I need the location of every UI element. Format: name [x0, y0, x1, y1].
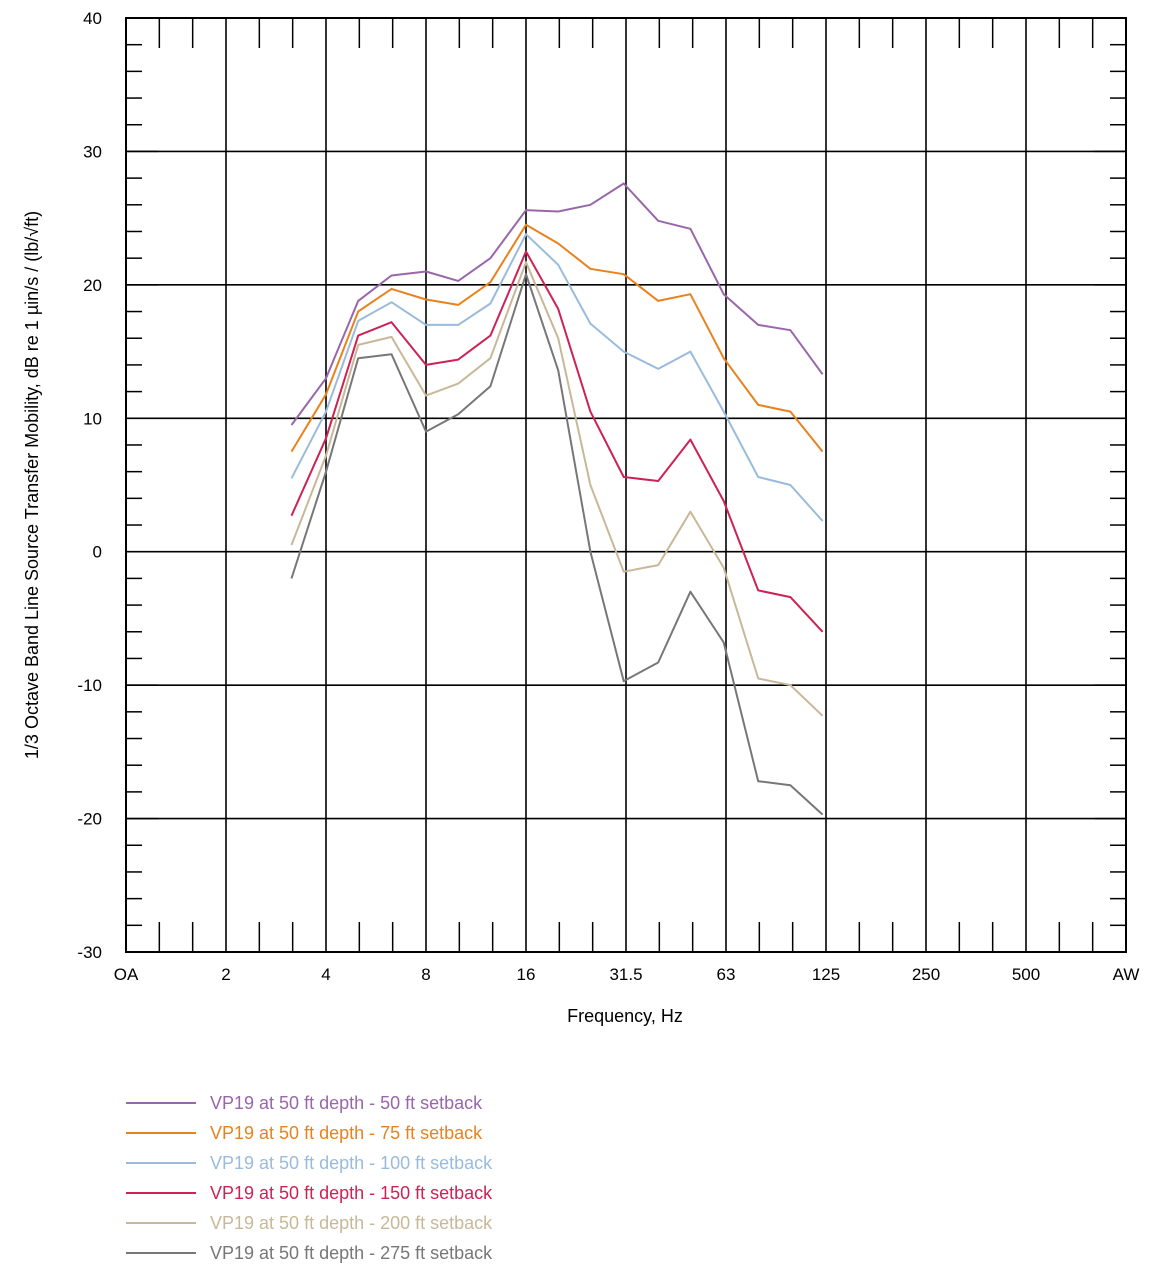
series-line-4 [290, 250, 824, 633]
legend-swatch [126, 1102, 196, 1104]
x-tick-label: 125 [812, 965, 840, 984]
plot-border [125, 17, 1127, 953]
legend-item: VP19 at 50 ft depth - 50 ft setback [126, 1088, 492, 1118]
legend-swatch [126, 1252, 196, 1254]
series-line-6 [290, 273, 824, 816]
legend-swatch [126, 1132, 196, 1134]
y-tick-label: -30 [77, 943, 102, 962]
legend-label: VP19 at 50 ft depth - 150 ft setback [210, 1182, 493, 1203]
grid [126, 18, 1126, 952]
y-tick-label: 40 [83, 9, 102, 28]
y-tick-label: -20 [77, 810, 102, 829]
y-axis-label: 1/3 Octave Band Line Source Transfer Mob… [22, 211, 42, 759]
legend-item: VP19 at 50 ft depth - 75 ft setback [126, 1118, 492, 1148]
y-tick-labels: -30 -20 -10 0 10 20 30 40 [77, 9, 102, 962]
y-tick-label: 20 [83, 276, 102, 295]
x-tick-label: 63 [717, 965, 736, 984]
y-tick-label: 0 [93, 543, 102, 562]
chart: OA 2 4 8 16 31.5 63 125 250 500 AW -30 -20 -10 0 10 20 3… [22, 9, 1140, 1026]
x-tick-label: 31.5 [609, 965, 642, 984]
x-tick-label: OA [114, 965, 139, 984]
series-line-5 [290, 261, 824, 717]
x-tick-label: AW [1113, 965, 1140, 984]
legend-item: VP19 at 50 ft depth - 200 ft setback [126, 1208, 492, 1238]
y-tick-label: 10 [83, 409, 102, 428]
legend-swatch [126, 1162, 196, 1164]
x-tick-labels: OA 2 4 8 16 31.5 63 125 250 500 AW [114, 965, 1140, 984]
legend-item: VP19 at 50 ft depth - 275 ft setback [126, 1238, 492, 1268]
series-line-3 [290, 233, 824, 522]
series-line-2 [290, 223, 824, 453]
legend-item: VP19 at 50 ft depth - 150 ft setback [126, 1178, 492, 1208]
x-tick-label: 500 [1012, 965, 1040, 984]
y-tick-label: 30 [83, 142, 102, 161]
legend-label: VP19 at 50 ft depth - 200 ft setback [210, 1212, 493, 1233]
legend-swatch [126, 1222, 196, 1224]
legend-label: VP19 at 50 ft depth - 75 ft setback [210, 1122, 483, 1143]
x-tick-label: 2 [221, 965, 230, 984]
x-tick-label: 250 [912, 965, 940, 984]
series-lines [290, 182, 824, 816]
x-tick-label: 4 [321, 965, 330, 984]
legend-swatch [126, 1192, 196, 1194]
x-tick-label: 16 [517, 965, 536, 984]
legend: VP19 at 50 ft depth - 50 ft setback VP19 … [126, 1088, 492, 1268]
plot-frame [125, 17, 1127, 953]
legend-item: VP19 at 50 ft depth - 100 ft setback [126, 1148, 492, 1178]
legend-label: VP19 at 50 ft depth - 100 ft setback [210, 1152, 493, 1173]
x-axis-label: Frequency, Hz [567, 1006, 683, 1026]
series-line-1 [290, 182, 824, 426]
y-tick-label: -10 [77, 676, 102, 695]
x-tick-label: 8 [421, 965, 430, 984]
legend-label: VP19 at 50 ft depth - 50 ft setback [210, 1092, 483, 1113]
tick-marks [126, 17, 1126, 953]
legend-label: VP19 at 50 ft depth - 275 ft setback [210, 1242, 493, 1263]
